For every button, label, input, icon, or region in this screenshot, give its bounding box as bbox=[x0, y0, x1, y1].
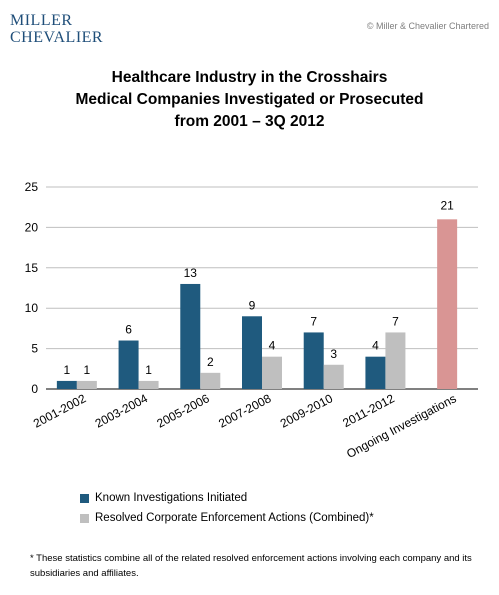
data-label: 2 bbox=[207, 355, 214, 369]
bar-known bbox=[303, 332, 324, 389]
title-line-1: Healthcare Industry in the Crosshairs bbox=[111, 69, 388, 86]
x-tick-label: 2009-2010 bbox=[278, 391, 336, 430]
title-line-2: Medical Companies Investigated or Prosec… bbox=[75, 91, 424, 108]
y-tick-label: 10 bbox=[25, 301, 39, 315]
logo-line2: CHEVALIER bbox=[10, 29, 104, 46]
data-label: 13 bbox=[184, 266, 198, 280]
data-label: 1 bbox=[84, 363, 91, 377]
legend-label-resolved: Resolved Corporate Enforcement Actions (… bbox=[95, 512, 374, 524]
copyright-notice: © Miller & Chevalier Chartered bbox=[366, 21, 489, 31]
title-line-3: from 2001 – 3Q 2012 bbox=[174, 113, 325, 130]
bar-known bbox=[242, 316, 262, 389]
data-label: 3 bbox=[330, 347, 337, 361]
legend-item-resolved: Resolved Corporate Enforcement Actions (… bbox=[80, 508, 374, 528]
bar-resolved bbox=[262, 356, 282, 389]
bar-known bbox=[56, 380, 77, 389]
x-tick-label: 2007-2008 bbox=[216, 391, 274, 430]
data-label: 21 bbox=[440, 198, 454, 212]
legend-swatch-resolved bbox=[80, 513, 89, 523]
bar-resolved bbox=[385, 332, 406, 389]
bar-known bbox=[365, 356, 386, 389]
y-tick-label: 25 bbox=[25, 180, 39, 194]
y-tick-label: 5 bbox=[31, 342, 38, 356]
bar-resolved bbox=[200, 372, 221, 389]
data-label: 4 bbox=[269, 339, 276, 353]
logo-line1: MILLER bbox=[10, 12, 73, 29]
bar-ongoing bbox=[437, 219, 458, 389]
bar-resolved bbox=[76, 380, 97, 389]
data-label: 7 bbox=[310, 314, 317, 328]
data-label: 1 bbox=[145, 363, 152, 377]
footnote: * These statistics combine all of the re… bbox=[30, 553, 472, 579]
x-tick-label: 2003-2004 bbox=[93, 391, 151, 430]
chart-title: Healthcare Industry in the Crosshairs Me… bbox=[0, 67, 499, 133]
data-label: 9 bbox=[249, 298, 256, 312]
data-label: 7 bbox=[392, 314, 399, 328]
chart-legend: Known Investigations Initiated Resolved … bbox=[80, 488, 374, 528]
data-label: 1 bbox=[64, 363, 71, 377]
y-tick-label: 20 bbox=[25, 220, 39, 234]
x-tick-label: 2005-2006 bbox=[154, 391, 212, 430]
y-tick-label: 0 bbox=[31, 382, 38, 396]
legend-label-known: Known Investigations Initiated bbox=[95, 492, 248, 504]
y-tick-label: 15 bbox=[25, 261, 39, 275]
company-logo: MILLER CHEVALIER bbox=[10, 12, 103, 46]
data-label: 4 bbox=[372, 339, 379, 353]
legend-item-known: Known Investigations Initiated bbox=[80, 488, 374, 508]
data-label: 6 bbox=[125, 323, 132, 337]
bar-known bbox=[180, 283, 201, 389]
x-tick-label: Ongoing Investigations bbox=[344, 391, 458, 461]
legend-swatch-known bbox=[80, 493, 89, 503]
bar-resolved bbox=[138, 380, 159, 389]
x-tick-label: 2001-2002 bbox=[31, 391, 89, 430]
bar-known bbox=[118, 340, 139, 389]
bar-resolved bbox=[323, 364, 344, 389]
